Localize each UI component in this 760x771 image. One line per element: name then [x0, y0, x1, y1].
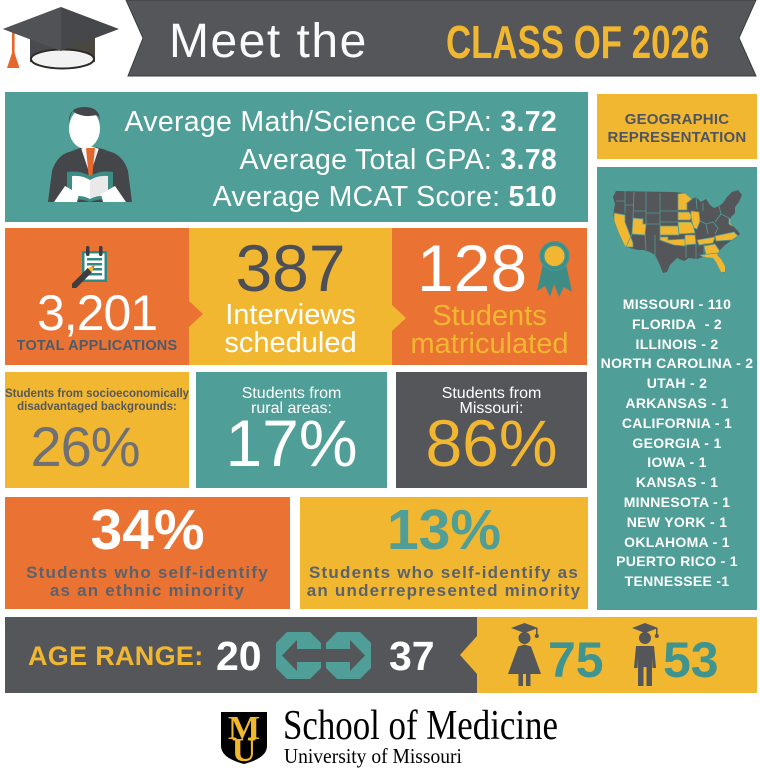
svg-text:M: M: [228, 712, 260, 747]
svg-text:U: U: [232, 732, 257, 764]
